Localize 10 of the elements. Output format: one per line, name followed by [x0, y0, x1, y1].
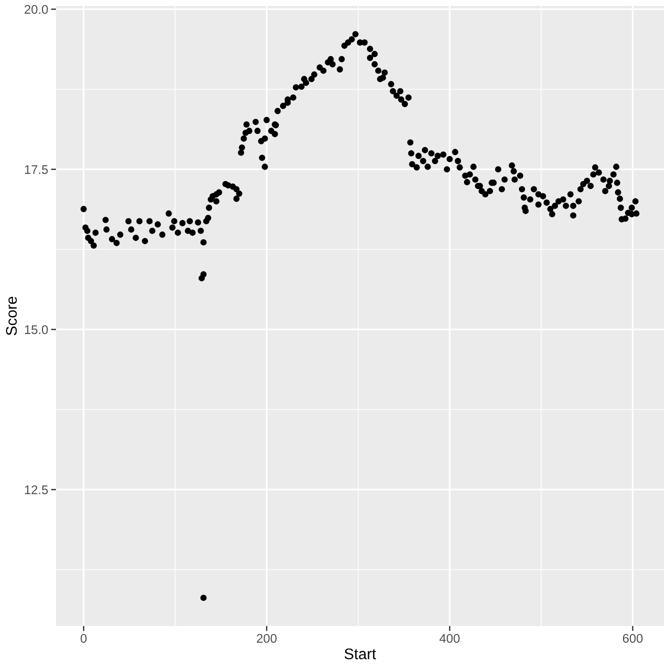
x-tick-label: 0	[80, 634, 87, 643]
y-axis-title: Score	[6, 296, 17, 336]
x-tick-label: 200	[256, 634, 277, 643]
y-tick-label: 17.5	[24, 165, 48, 174]
y-tick-label: 20.0	[24, 5, 48, 14]
y-tick-label: 12.5	[24, 485, 48, 494]
x-tick-label: 600	[622, 634, 643, 643]
x-axis-title: Start	[344, 648, 376, 660]
x-tick-label: 400	[440, 634, 460, 643]
y-tick-label: 15.0	[24, 325, 48, 334]
